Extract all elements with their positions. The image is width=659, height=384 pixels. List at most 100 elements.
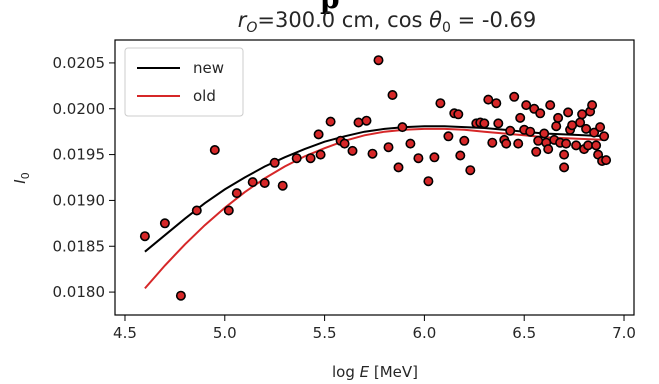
scatter-point: [491, 98, 502, 109]
scatter-point: [465, 165, 476, 176]
scatter-point: [533, 135, 544, 146]
scatter-point: [521, 100, 532, 111]
x-tick-label: 5.0: [213, 324, 237, 342]
title-theta-rest: = -0.69: [451, 8, 536, 32]
scatter-point: [429, 152, 440, 163]
y-tick-label: 0.0185: [53, 237, 106, 255]
scatter-point: [515, 112, 526, 123]
ylabel-sub: 0: [19, 172, 32, 179]
scatter-point: [545, 100, 556, 111]
y-tick-label: 0.0200: [53, 100, 106, 118]
series-line-new: [144, 125, 605, 253]
x-tick-label: 7.0: [612, 324, 636, 342]
scatter-point: [223, 205, 234, 216]
scatter-point: [191, 205, 202, 216]
scatter-point: [397, 122, 408, 133]
scatter-point: [577, 109, 588, 120]
legend-label-new: new: [193, 59, 224, 77]
scatter-point: [525, 126, 536, 137]
scatter-point: [325, 116, 336, 127]
scatter-point: [435, 98, 446, 109]
scatter-point: [571, 140, 582, 151]
scatter-point: [587, 100, 598, 111]
scatter-point: [159, 218, 170, 229]
scatter-point: [551, 121, 562, 132]
scatter-point: [479, 118, 490, 129]
chart-title: rO=300.0 cm, cos θ0 = -0.69: [238, 8, 537, 36]
scatter-point: [315, 149, 326, 160]
scatter-point: [347, 145, 358, 156]
scatter-point: [269, 157, 280, 168]
scatter-point: [387, 90, 398, 101]
title-theta-var: θ: [429, 8, 442, 32]
scatter-point: [209, 145, 220, 156]
scatter-point: [595, 122, 606, 133]
scatter-point: [501, 138, 512, 149]
plot-frame: [114, 39, 635, 316]
scatter-point: [405, 138, 416, 149]
scatter-point: [231, 188, 242, 199]
scatter-point: [559, 162, 570, 173]
scatter-point: [367, 148, 378, 159]
scatter-point: [513, 138, 524, 149]
scatter-point: [493, 118, 504, 129]
cropped-top-glyph: p: [320, 0, 340, 15]
scatter-point: [591, 140, 602, 151]
scatter-point: [535, 108, 546, 119]
scatter-point: [373, 55, 384, 66]
scatter-point: [139, 231, 150, 242]
scatter-point: [543, 144, 554, 155]
y-tick-label: 0.0205: [53, 54, 106, 72]
y-axis-ticks: 0.0180 0.0185 0.0190 0.0195 0.0200 0.0205: [53, 54, 115, 301]
scatter-point: [561, 138, 572, 149]
scatter-point: [459, 135, 470, 146]
scatter-point: [531, 146, 542, 157]
scatter-point: [567, 120, 578, 131]
scatter-point: [413, 153, 424, 164]
scatter-point: [553, 112, 564, 123]
scatter-points: [139, 55, 612, 301]
y-tick-label: 0.0180: [53, 283, 106, 301]
legend-label-old: old: [193, 87, 216, 105]
scatter-point: [443, 131, 454, 142]
legend-box: [124, 47, 244, 117]
y-tick-label: 0.0195: [53, 146, 106, 164]
scatter-point: [259, 178, 270, 189]
scatter-point: [583, 140, 594, 151]
scatter-point: [383, 142, 394, 153]
y-tick-label: 0.0190: [53, 191, 106, 209]
scatter-point: [291, 153, 302, 164]
scatter-point: [601, 155, 612, 166]
xlabel-var: E: [360, 363, 370, 381]
title-r-sub: O: [246, 20, 257, 36]
scatter-point: [393, 162, 404, 173]
scatter-point: [339, 138, 350, 149]
scatter-point: [539, 128, 550, 139]
scatter-point: [423, 176, 434, 187]
scatter-point: [455, 150, 466, 161]
scatter-point: [589, 127, 600, 138]
scatter-point: [453, 109, 464, 120]
scatter-point: [483, 94, 494, 105]
title-theta-sub: 0: [442, 20, 451, 36]
y-axis-label: I0: [11, 172, 32, 183]
xlabel-unit: [MeV]: [369, 363, 418, 381]
xlabel-func: log: [332, 363, 360, 381]
scatter-point: [581, 123, 592, 134]
legend: new old: [124, 47, 244, 117]
x-tick-label: 6.0: [412, 324, 436, 342]
scatter-point: [313, 129, 324, 140]
scatter-point: [563, 107, 574, 118]
scatter-point: [505, 125, 516, 136]
scatter-point: [487, 137, 498, 148]
x-axis-label: log E [MeV]: [332, 363, 418, 381]
scatter-point: [559, 149, 570, 160]
scatter-point: [247, 177, 258, 188]
title-r-rest: =300.0 cm, cos: [257, 8, 429, 32]
scatter-point: [361, 115, 372, 126]
scatter-point: [277, 180, 288, 191]
scatter-point: [599, 131, 610, 142]
title-r-var: r: [238, 8, 248, 32]
scatter-point: [305, 153, 316, 164]
